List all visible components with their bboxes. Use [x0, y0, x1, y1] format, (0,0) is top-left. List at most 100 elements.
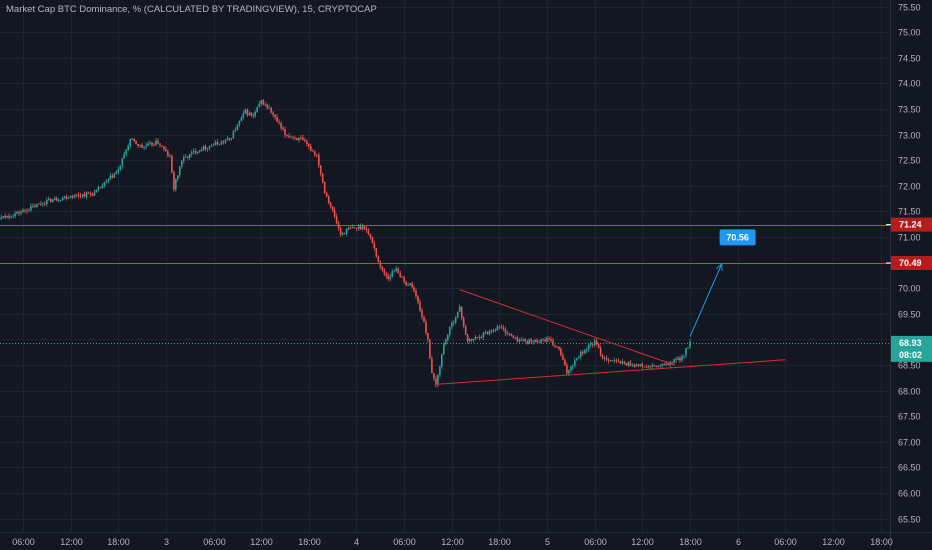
price-tick-label: 73.00	[898, 131, 921, 141]
price-tick-label: 66.00	[898, 489, 921, 499]
candle-body	[222, 141, 225, 143]
price-tick-label: 66.50	[898, 463, 921, 473]
candle-body	[520, 339, 522, 341]
candle-body	[12, 216, 14, 218]
candle-body	[548, 338, 550, 340]
candle-body	[127, 146, 129, 151]
candle-body	[22, 210, 24, 212]
candle-body	[101, 185, 104, 189]
time-tick-label: 5	[545, 537, 550, 547]
candle-body	[429, 339, 431, 359]
candle-body	[28, 210, 30, 212]
candle-body	[73, 194, 76, 198]
candle-body	[599, 348, 602, 355]
candle-body	[617, 360, 620, 362]
price-tick-label: 71.50	[898, 207, 921, 217]
candle-body	[177, 175, 179, 180]
candle-body	[105, 180, 108, 183]
time-tick-label: 06:00	[203, 537, 226, 547]
candle-body	[69, 196, 72, 198]
candle-body	[500, 326, 503, 328]
candle-body	[238, 120, 241, 125]
candle-body	[123, 153, 125, 159]
time-tick-label: 18:00	[488, 537, 511, 547]
candle-body	[129, 139, 131, 146]
candle-body	[169, 155, 171, 157]
price-tick-label: 70.00	[898, 284, 921, 294]
candle-body	[631, 364, 634, 366]
candle-body	[91, 193, 94, 196]
candle-body	[288, 135, 290, 138]
candle-body	[198, 150, 201, 152]
candle-body	[651, 365, 653, 367]
candle-body	[425, 321, 427, 334]
candle-body	[59, 200, 62, 201]
candle-body	[240, 117, 243, 121]
candle-body	[540, 339, 542, 343]
triangle-drawing[interactable]	[435, 262, 786, 385]
candle-body	[647, 366, 650, 368]
time-tick-label: 12:00	[60, 537, 83, 547]
candle-body	[18, 211, 20, 214]
candle-body	[601, 354, 604, 359]
candle-body	[460, 306, 463, 318]
time-tick-label: 12:00	[631, 537, 654, 547]
candle-body	[298, 137, 300, 141]
candle-body	[135, 140, 137, 144]
candle-body	[95, 189, 98, 193]
candle-body	[355, 228, 358, 229]
candle-body	[379, 261, 382, 267]
candle-body	[649, 366, 652, 368]
candle-body	[286, 134, 288, 136]
target-label: 70.56	[726, 232, 749, 242]
candle-body	[443, 344, 445, 354]
candle-body	[119, 165, 122, 170]
candle-body	[615, 360, 618, 361]
candle-body	[200, 150, 203, 151]
candle-body	[637, 364, 640, 366]
candlestick-series	[0, 99, 691, 388]
time-tick-label: 06:00	[774, 537, 797, 547]
candle-body	[369, 233, 372, 238]
candle-body	[480, 337, 483, 338]
candle-body	[214, 142, 217, 146]
candle-body	[236, 124, 239, 131]
candle-body	[566, 364, 568, 374]
candle-body	[474, 336, 477, 339]
projection-arrow-line	[689, 263, 723, 337]
price-tick-label: 65.50	[898, 515, 921, 525]
candle-body	[244, 109, 247, 114]
candle-body	[42, 203, 44, 205]
candle-body	[20, 212, 22, 214]
price-tick-label: 74.00	[898, 79, 921, 89]
candle-body	[230, 138, 233, 140]
candle-body	[274, 114, 276, 117]
candle-body	[302, 137, 304, 141]
candle-body	[405, 281, 407, 286]
candle-body	[93, 192, 96, 196]
candle-body	[57, 200, 60, 202]
candle-body	[524, 339, 526, 342]
target-callout	[719, 229, 756, 246]
candle-body	[242, 113, 245, 118]
candle-body	[498, 326, 501, 328]
candle-body	[85, 192, 88, 197]
candle-body	[470, 339, 473, 341]
time-axis[interactable]: 06:00 12:00 18:00 3 06:00 12:00 18:00 4 06:00 12:…	[0, 532, 932, 548]
candle-body	[63, 196, 66, 198]
candle-body	[226, 138, 229, 141]
candle-body	[131, 138, 133, 140]
candle-body	[357, 226, 360, 229]
candle-body	[284, 129, 286, 135]
candle-body	[228, 138, 231, 140]
candle-body	[558, 346, 560, 349]
candle-body	[639, 364, 642, 366]
candle-body	[343, 233, 346, 234]
candle-body	[347, 227, 350, 230]
candle-body	[441, 354, 443, 367]
price-axis[interactable]: 75.50 75.00 74.50 74.00 73.50 73.00 72.50 72.00…	[890, 0, 921, 550]
candle-body	[403, 277, 405, 282]
